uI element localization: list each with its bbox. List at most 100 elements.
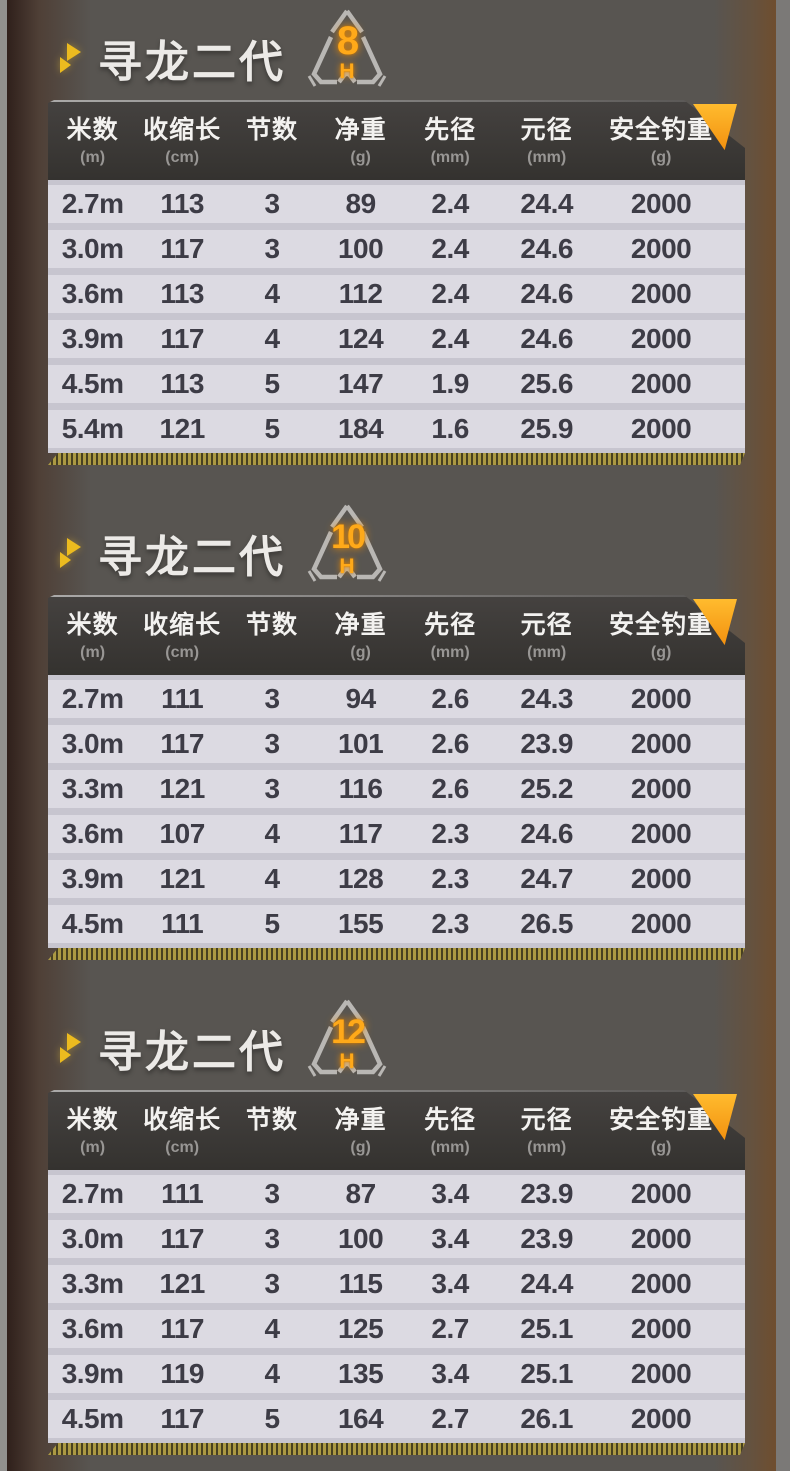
column-unit: (m)	[80, 148, 106, 166]
table-row: 3.6m 107 4 117 2.3 24.6 2000	[48, 815, 745, 853]
column-unit: (mm)	[430, 643, 470, 661]
table-row: 3.6m 113 4 112 2.4 24.6 2000	[48, 275, 745, 313]
table-cell: 25.1	[520, 1313, 573, 1344]
table-cell: 2.6	[431, 683, 469, 714]
table-body: 2.7m 113 3 89 2.4 24.4 2000 3.0m 117 3 100 2.4 24.6 2…	[48, 180, 745, 453]
table-cell: 4.5m	[61, 368, 124, 399]
column-unit: (g)	[650, 148, 672, 166]
table-cell: 3.4	[431, 1268, 469, 1299]
column-header: 安全钓重 (g)	[597, 608, 745, 662]
table-cell: 25.9	[520, 413, 573, 444]
triangle-shield-emblem-icon	[307, 504, 387, 582]
table-cell: 124	[337, 323, 384, 354]
table-cell: 2.7m	[61, 683, 124, 714]
spec-table: 米数 (m) 收缩长 (cm) 节数 净重 (g) 先径 (mm) 元径 (mm) 安全钓重 (g) 2…	[48, 1090, 745, 1455]
column-label: 先径	[424, 1106, 477, 1135]
series-title: 寻龙二代	[98, 38, 286, 87]
column-label: 米数	[66, 116, 119, 145]
column-header: 节数	[227, 608, 317, 662]
column-unit: (m)	[80, 643, 106, 661]
column-unit: (cm)	[165, 643, 200, 661]
table-cell: 4	[264, 1358, 281, 1389]
column-unit: (g)	[350, 148, 371, 166]
column-label: 净重	[334, 611, 387, 640]
column-label: 净重	[334, 116, 387, 145]
column-label: 安全钓重	[609, 116, 714, 145]
table-cell: 117	[160, 323, 204, 354]
series-title: 寻龙二代	[98, 533, 286, 582]
table-cell: 2.4	[431, 233, 469, 264]
column-label: 先径	[424, 116, 477, 145]
column-label: 净重	[334, 1106, 387, 1135]
column-unit: (cm)	[165, 1138, 200, 1156]
column-header: 安全钓重 (g)	[597, 113, 745, 167]
table-cell: 111	[161, 908, 204, 939]
table-row: 3.9m 121 4 128 2.3 24.7 2000	[48, 860, 745, 898]
table-cell: 119	[160, 1358, 204, 1389]
table-cell: 3.4	[431, 1178, 469, 1209]
table-cell: 116	[338, 773, 383, 804]
table-cell: 5	[264, 368, 281, 399]
table-cell: 1.6	[431, 413, 469, 444]
table-cell: 3	[264, 728, 281, 759]
column-unit: (g)	[350, 1138, 371, 1156]
table-cell: 2.4	[431, 323, 469, 354]
column-label: 节数	[246, 1106, 299, 1135]
table-cell: 100	[337, 233, 384, 264]
table-cell: 5	[264, 1403, 281, 1434]
table-cell: 2.4	[431, 188, 469, 219]
column-header: 元径 (mm)	[496, 608, 597, 662]
table-cell: 4.5m	[61, 1403, 124, 1434]
table-header: 米数 (m) 收缩长 (cm) 节数 净重 (g) 先径 (mm) 元径 (mm) 安全钓重 (g)	[48, 100, 745, 180]
column-unit: (m)	[80, 1138, 106, 1156]
column-header: 米数 (m)	[48, 608, 137, 662]
table-cell: 25.2	[520, 773, 573, 804]
table-cell: 2.7	[431, 1313, 469, 1344]
table-row: 2.7m 111 3 94 2.6 24.3 2000	[48, 680, 745, 718]
table-cell: 2000	[630, 278, 692, 309]
table-cell: 111	[161, 683, 204, 714]
table-cell: 2000	[630, 188, 692, 219]
table-cell: 2.4	[431, 278, 469, 309]
power-letter: H	[339, 555, 355, 578]
column-label: 安全钓重	[609, 1106, 714, 1135]
power-number: 8	[336, 19, 359, 63]
table-row: 3.3m 121 3 115 3.4 24.4 2000	[48, 1265, 745, 1303]
table-cell: 2000	[630, 1358, 692, 1389]
table-header: 米数 (m) 收缩长 (cm) 节数 净重 (g) 先径 (mm) 元径 (mm) 安全钓重 (g)	[48, 595, 745, 675]
column-label: 节数	[246, 116, 299, 145]
table-cell: 2000	[630, 683, 692, 714]
column-unit	[227, 1139, 317, 1157]
table-cell: 5.4m	[61, 413, 124, 444]
column-unit: (mm)	[527, 148, 567, 166]
table-cell: 2.7	[431, 1403, 469, 1434]
table-cell: 3.0m	[61, 233, 124, 264]
table-cell: 2000	[630, 1178, 692, 1209]
column-header: 先径 (mm)	[404, 1103, 496, 1157]
column-header: 元径 (mm)	[496, 1103, 597, 1157]
page-edge-left	[0, 0, 7, 1471]
column-header: 收缩长 (cm)	[137, 113, 227, 167]
column-label: 元径	[520, 1106, 573, 1135]
table-cell: 117	[160, 728, 204, 759]
column-label: 元径	[520, 116, 573, 145]
table-cell: 26.5	[520, 908, 573, 939]
table-cell: 117	[338, 818, 383, 849]
table-cell: 2000	[630, 1313, 692, 1344]
table-cell: 112	[338, 278, 383, 309]
table-cell: 121	[159, 1268, 206, 1299]
table-cell: 4	[264, 278, 281, 309]
column-label: 安全钓重	[609, 611, 714, 640]
table-cell: 3.3m	[61, 773, 124, 804]
table-row: 4.5m 117 5 164 2.7 26.1 2000	[48, 1400, 745, 1438]
table-cell: 2.7m	[61, 1178, 124, 1209]
table-cell: 3	[264, 1178, 281, 1209]
column-unit: (cm)	[165, 148, 200, 166]
table-cell: 5	[264, 908, 281, 939]
table-cell: 87	[345, 1178, 377, 1209]
column-unit: (mm)	[527, 643, 567, 661]
table-row: 3.0m 117 3 100 2.4 24.6 2000	[48, 230, 745, 268]
table-cell: 24.4	[520, 1268, 573, 1299]
table-body: 2.7m 111 3 94 2.6 24.3 2000 3.0m 117 3 101 2.6 23.9 2…	[48, 675, 745, 948]
table-cell: 121	[159, 773, 206, 804]
